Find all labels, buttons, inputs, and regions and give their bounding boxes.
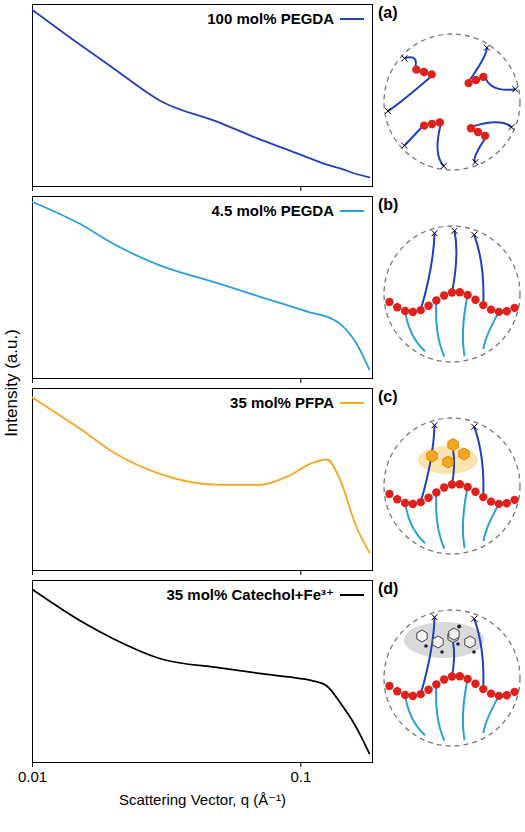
svg-text:(a): (a) <box>378 4 398 21</box>
html-text:35 mol% Catechol+Fe³⁺: 35 mol% Catechol+Fe³⁺ <box>166 586 334 603</box>
svg-text:(d): (d) <box>378 580 398 597</box>
html-text:4.5 mol% PEGDA: 4.5 mol% PEGDA <box>211 202 334 219</box>
svg-text:0.1: 0.1 <box>290 768 311 785</box>
svg-text:(c): (c) <box>378 388 398 405</box>
html-text:100 mol% PEGDA: 100 mol% PEGDA <box>207 10 334 27</box>
svg-text:(b): (b) <box>378 196 398 213</box>
svg-text:Scattering Vector, q (Å⁻¹): Scattering Vector, q (Å⁻¹) <box>119 791 286 808</box>
html-text:Intensity (a.u.): Intensity (a.u.) <box>2 329 21 437</box>
html-text:35 mol% PFPA: 35 mol% PFPA <box>230 394 334 411</box>
svg-text:0.01: 0.01 <box>18 768 47 785</box>
